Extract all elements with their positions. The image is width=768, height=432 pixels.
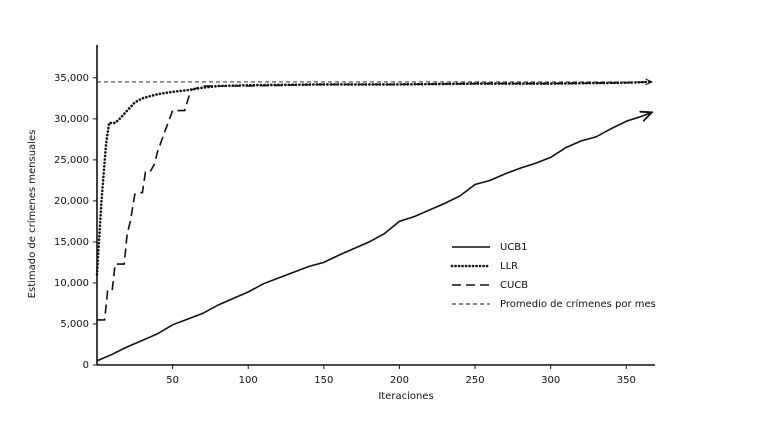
y-tick-label: 15,000: [54, 237, 89, 248]
y-tick-label: 25,000: [54, 155, 89, 166]
y-axis-label: Estimado de crímenes mensuales: [26, 130, 38, 299]
y-tick-label: 30,000: [54, 114, 89, 125]
series-line: [96, 112, 652, 362]
y-tick-label: 20,000: [54, 196, 89, 207]
x-tick-label: 200: [390, 375, 409, 386]
legend-label: LLR: [500, 261, 518, 272]
legend-label: Promedio de crímenes por mes: [500, 298, 656, 310]
y-tick-label: 5,000: [60, 319, 89, 330]
series-line: [97, 81, 653, 321]
x-tick-label: 300: [541, 375, 560, 386]
y-tick-label: 35,000: [54, 73, 89, 84]
x-axis-label: Iteraciones: [378, 391, 433, 402]
x-tick-label: 150: [314, 375, 333, 386]
x-tick-label: 250: [466, 375, 485, 386]
legend-label: CUCB: [500, 280, 528, 291]
x-tick-label: 350: [617, 375, 636, 386]
y-tick-label: 10,000: [54, 278, 89, 289]
x-tick-label: 100: [239, 375, 258, 386]
y-tick-label: 0: [83, 360, 89, 371]
x-tick-label: 50: [166, 375, 179, 386]
legend-label: UCB1: [500, 242, 528, 253]
